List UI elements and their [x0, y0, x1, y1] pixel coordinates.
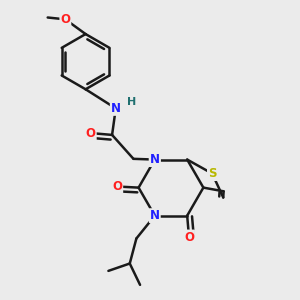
Text: H: H	[127, 97, 136, 107]
Text: N: N	[150, 153, 160, 166]
Text: S: S	[208, 167, 217, 180]
Text: N: N	[150, 209, 160, 222]
Text: O: O	[60, 13, 70, 26]
Text: O: O	[86, 127, 96, 140]
Text: N: N	[150, 153, 160, 166]
Text: O: O	[112, 180, 122, 193]
Text: O: O	[184, 230, 194, 244]
Text: N: N	[111, 102, 121, 115]
